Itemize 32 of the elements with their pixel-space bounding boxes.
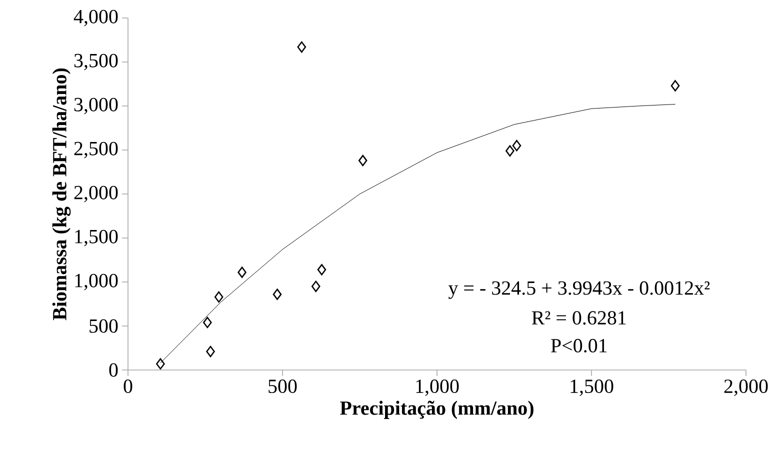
x-tick-label: 1,500: [570, 380, 614, 396]
point: [317, 264, 326, 276]
y-tick-label: 0: [109, 363, 118, 377]
y-axis-title: Biomassa (kg de BFT/ha/ano): [52, 68, 71, 320]
y-tick-label: 2,500: [74, 142, 118, 158]
y-tick-label: 3,500: [74, 54, 118, 70]
annotation: R² = 0.6281: [532, 311, 626, 325]
point: [156, 358, 165, 370]
point: [272, 288, 282, 300]
x-tick-label: 0: [124, 380, 132, 394]
point: [506, 145, 514, 157]
annotation: y = - 324.5 + 3.9943x - 0.0012x²: [448, 281, 710, 299]
x-tick-label: 1,000: [416, 380, 459, 396]
point: [311, 280, 320, 292]
x-tick-label: 500: [268, 380, 297, 394]
y-tick-label: 2,000: [74, 186, 118, 202]
y-tick-label: 1,000: [75, 274, 118, 290]
point: [203, 316, 212, 328]
y-tick-label: 3,000: [74, 98, 118, 114]
point: [297, 41, 306, 53]
x-tick-label: 2,000: [724, 380, 768, 396]
y-tick-label: 1,500: [75, 230, 118, 246]
point: [512, 140, 522, 152]
y-tick-label: 4,000: [74, 10, 118, 26]
point: [206, 346, 215, 358]
point: [358, 154, 368, 166]
point: [238, 266, 246, 278]
point: [214, 291, 224, 303]
point: [670, 80, 680, 92]
y-tick-label: 500: [90, 319, 118, 333]
annotation: P<0.01: [551, 338, 607, 352]
x-axis-title: Precipitação (mm/ano): [340, 400, 534, 419]
